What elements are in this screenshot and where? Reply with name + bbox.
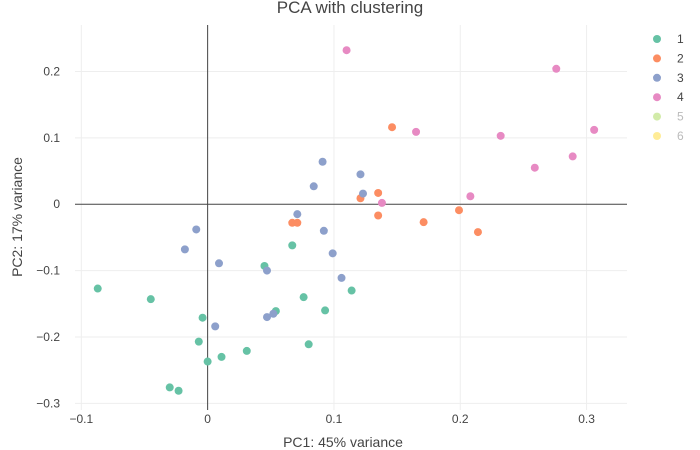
legend-label: 6	[677, 129, 684, 143]
x-tick-label: 0	[204, 412, 211, 426]
data-point-cluster-4[interactable]	[377, 198, 386, 207]
data-point-cluster-4[interactable]	[530, 163, 539, 172]
legend-marker	[653, 54, 661, 63]
x-tick-label: −0.1	[69, 412, 93, 426]
data-point-cluster-3[interactable]	[269, 309, 278, 318]
data-points	[93, 46, 599, 395]
data-point-cluster-2[interactable]	[374, 211, 383, 220]
x-tick-label: 0.3	[578, 412, 595, 426]
data-point-cluster-4[interactable]	[552, 64, 561, 73]
data-point-cluster-1[interactable]	[203, 357, 212, 366]
data-point-cluster-2[interactable]	[473, 228, 482, 237]
y-axis-title: PC2: 17% variance	[9, 157, 25, 277]
grid	[75, 25, 627, 410]
data-point-cluster-3[interactable]	[263, 313, 271, 322]
chart-title: PCA with clustering	[277, 0, 423, 17]
legend-item-1[interactable]: 1	[653, 32, 684, 46]
data-point-cluster-3[interactable]	[319, 226, 328, 235]
x-tick-label: 0.2	[452, 412, 469, 426]
data-point-cluster-3[interactable]	[263, 266, 271, 275]
data-point-cluster-1[interactable]	[304, 340, 313, 349]
y-tick-label: −0.2	[36, 330, 60, 344]
data-point-cluster-3[interactable]	[359, 189, 367, 198]
data-point-cluster-1[interactable]	[165, 383, 174, 392]
data-point-cluster-1[interactable]	[288, 241, 297, 250]
x-axis-title: PC1: 45% variance	[283, 434, 403, 450]
legend-item-4[interactable]: 4	[653, 90, 684, 104]
data-point-cluster-1[interactable]	[217, 352, 226, 361]
data-point-cluster-2[interactable]	[293, 218, 302, 227]
legend-marker	[653, 132, 661, 140]
data-point-cluster-1[interactable]	[299, 293, 308, 302]
data-point-cluster-4[interactable]	[568, 152, 577, 161]
data-point-cluster-1[interactable]	[242, 346, 251, 355]
legend-item-2[interactable]: 2	[653, 51, 684, 65]
legend-marker	[653, 112, 661, 121]
legend-item-3[interactable]: 3	[653, 71, 684, 85]
y-tick-label: −0.1	[36, 264, 60, 278]
data-point-cluster-1[interactable]	[194, 337, 203, 346]
data-point-cluster-3[interactable]	[328, 249, 337, 258]
data-point-cluster-3[interactable]	[215, 259, 223, 268]
data-point-cluster-1[interactable]	[321, 306, 330, 315]
data-point-cluster-4[interactable]	[590, 125, 599, 134]
tick-labels: −0.1 0 0.1 0.2 0.3 −0.3 −0.2 −0.1 0 0.1 0.2	[36, 64, 595, 426]
data-point-cluster-1[interactable]	[146, 295, 155, 304]
data-point-cluster-3[interactable]	[180, 245, 189, 254]
legend-label: 1	[677, 32, 684, 46]
data-point-cluster-3[interactable]	[337, 273, 346, 282]
zero-lines	[75, 25, 627, 410]
y-tick-label: −0.3	[36, 396, 60, 410]
legend-label: 2	[677, 51, 684, 65]
data-point-cluster-1[interactable]	[198, 313, 207, 322]
x-tick-label: 0.1	[326, 412, 343, 426]
y-tick-label: 0	[53, 197, 60, 211]
legend-item-6[interactable]: 6	[653, 129, 684, 143]
y-tick-label: 0.1	[43, 131, 60, 145]
data-point-cluster-1[interactable]	[174, 386, 183, 395]
data-point-cluster-3[interactable]	[309, 182, 318, 191]
data-point-cluster-4[interactable]	[342, 46, 351, 55]
legend-marker	[653, 93, 661, 102]
y-tick-label: 0.2	[43, 64, 60, 78]
data-point-cluster-4[interactable]	[466, 192, 475, 201]
legend-item-5[interactable]: 5	[653, 110, 684, 124]
legend-marker	[653, 35, 661, 43]
data-point-cluster-3[interactable]	[211, 322, 220, 331]
legend-label: 3	[677, 71, 684, 85]
data-point-cluster-2[interactable]	[419, 218, 428, 227]
legend[interactable]: 1 2 3 4 5 6	[653, 32, 684, 143]
data-point-cluster-3[interactable]	[192, 225, 201, 234]
data-point-cluster-1[interactable]	[93, 284, 102, 293]
data-point-cluster-2[interactable]	[388, 123, 397, 132]
legend-label: 4	[677, 90, 684, 104]
data-point-cluster-2[interactable]	[455, 206, 463, 215]
data-point-cluster-3[interactable]	[356, 170, 365, 179]
data-point-cluster-2[interactable]	[374, 188, 383, 197]
data-point-cluster-1[interactable]	[347, 286, 356, 295]
data-point-cluster-3[interactable]	[318, 157, 327, 166]
legend-marker	[653, 73, 661, 82]
data-point-cluster-4[interactable]	[412, 127, 421, 136]
data-point-cluster-3[interactable]	[293, 210, 302, 219]
data-point-cluster-4[interactable]	[496, 131, 505, 140]
legend-label: 5	[677, 110, 684, 124]
